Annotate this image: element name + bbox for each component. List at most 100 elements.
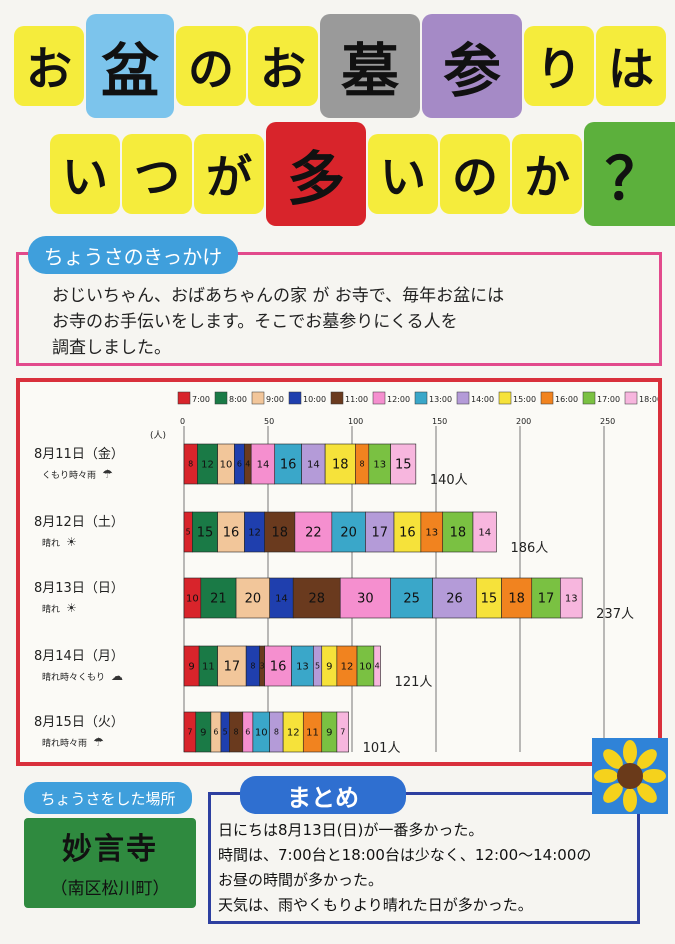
bar-segment-value: 5 — [315, 662, 320, 671]
x-tick-label: 50 — [264, 417, 274, 426]
bar-segment — [264, 511, 296, 553]
bar-segment-value: 28 — [308, 591, 325, 606]
day-date-label: 8月13日（日） — [34, 581, 124, 596]
bar-segment — [292, 577, 341, 619]
bar-segment — [294, 511, 333, 553]
bar-segment — [432, 577, 477, 619]
x-tick-label: 0 — [180, 417, 185, 426]
summary-line-2: 時間は、7:00台と18:00台は少なく、12:00～14:00の — [218, 846, 592, 864]
bar-segment-value: 30 — [357, 591, 374, 606]
legend-label: 11:00 — [345, 395, 368, 404]
legend-label: 7:00 — [192, 395, 210, 404]
bar-segment-value: 6 — [213, 728, 218, 737]
bar-segment-value: 8 — [360, 460, 365, 469]
title-char-tile: が — [194, 134, 264, 214]
legend-label: 16:00 — [555, 395, 578, 404]
bar-segment-value: 9 — [200, 727, 206, 738]
bar-segment — [373, 645, 381, 687]
weather-icon: ☀ — [66, 535, 77, 549]
legend-swatch — [624, 391, 638, 405]
bar-segment-value: 16 — [270, 659, 287, 674]
summary-box — [208, 792, 640, 924]
bar-segment-value: 12 — [248, 527, 261, 538]
bar-segment-value: 10 — [186, 593, 199, 604]
bar-segment-value: 22 — [305, 525, 322, 540]
legend-swatch — [288, 391, 302, 405]
bar-segment-value: 15 — [395, 457, 412, 472]
bar-segment-value: 4 — [375, 662, 380, 671]
day-total-label: 101人 — [363, 741, 401, 756]
bar-segment — [472, 511, 497, 553]
legend-label: 8:00 — [229, 395, 247, 404]
bar-segment-value: 8 — [234, 728, 239, 737]
intro-line-1: おじいちゃん、おばあちゃんの家 が お寺で、毎年お盆には — [52, 286, 505, 306]
bar-segment-value: 13 — [565, 593, 578, 604]
bar-segment-value: 17 — [224, 659, 241, 674]
day-total-label: 140人 — [430, 473, 468, 488]
legend-swatch — [540, 391, 554, 405]
bar-segment-value: 14 — [478, 527, 491, 538]
legend-label: 9:00 — [266, 395, 284, 404]
bar-segment-value: 14 — [275, 593, 288, 604]
weather-icon: ☁ — [111, 669, 123, 683]
title-char-tile: お — [14, 26, 84, 106]
bar-segment-value: 9 — [326, 727, 332, 738]
bar-segment-value: 25 — [403, 591, 420, 606]
bar-segment-value: 18 — [271, 525, 288, 540]
bar-segment-value: 21 — [210, 591, 227, 606]
legend-label: 14:00 — [471, 395, 494, 404]
day-date-label: 8月12日（土） — [34, 515, 124, 530]
weather-icon: ☂ — [93, 735, 104, 749]
legend-swatch — [177, 391, 191, 405]
sunflower-icon — [592, 738, 668, 814]
bar-segment-value: 17 — [371, 525, 388, 540]
bar-segment-value: 3 — [260, 662, 265, 671]
weather-icon: ☂ — [102, 467, 113, 481]
legend-label: 18:00 — [639, 395, 658, 404]
legend-swatch — [372, 391, 386, 405]
bar-segment-value: 11 — [202, 661, 215, 672]
x-tick-label: 100 — [348, 417, 363, 426]
title-char-tile: 多 — [266, 122, 366, 226]
chart-box: 7:00 8:00 9:00 10:00 11:00 12:00 13:00 14:00 15:… — [16, 378, 662, 766]
bar-segment-value: 13 — [425, 527, 438, 538]
day-date-label: 8月14日（月） — [34, 649, 124, 664]
legend-swatch — [582, 391, 596, 405]
bar-segment-value: 8 — [250, 662, 255, 671]
title-char-tile: は — [596, 26, 666, 106]
bar-segment-value: 20 — [245, 591, 262, 606]
legend-swatch — [214, 391, 228, 405]
bar-segment-value: 15 — [197, 525, 214, 540]
day-date-label: 8月15日（火） — [34, 715, 124, 730]
bar-segment — [501, 577, 533, 619]
bar-segment-value: 16 — [223, 525, 240, 540]
bar-segment — [200, 577, 237, 619]
legend-label: 13:00 — [429, 395, 452, 404]
bar-segment-value: 10 — [220, 459, 233, 470]
day-total-label: 121人 — [395, 675, 433, 690]
legend-swatch — [330, 391, 344, 405]
legend-swatch — [251, 391, 265, 405]
bar-segment — [390, 443, 417, 485]
bar-segment-value: 12 — [341, 661, 354, 672]
bar-segment — [531, 577, 561, 619]
day-weather-label: 晴れ — [42, 603, 60, 615]
temple-name: 妙言寺 — [62, 832, 158, 867]
bar-segment-value: 12 — [201, 459, 214, 470]
summary-text: 日にちは8月13日(日)が一番多かった。 時間は、7:00台と18:00台は少な… — [218, 818, 638, 918]
legend-swatch — [456, 391, 470, 405]
bar-segment-value: 13 — [296, 661, 309, 672]
title-char-tile: つ — [122, 134, 192, 214]
title-char-tile: い — [50, 134, 120, 214]
x-tick-label: 200 — [516, 417, 531, 426]
bar-segment-value: 5 — [186, 528, 191, 537]
day-total-label: 186人 — [510, 541, 548, 556]
bar-segment-value: 9 — [326, 661, 332, 672]
x-axis-unit: (人) — [150, 430, 166, 441]
bar-segment-value: 7 — [187, 728, 192, 737]
bar-segment-value: 5 — [223, 728, 228, 737]
bar-segment — [339, 577, 391, 619]
bar-segment — [336, 711, 349, 753]
bar-segment — [476, 577, 502, 619]
